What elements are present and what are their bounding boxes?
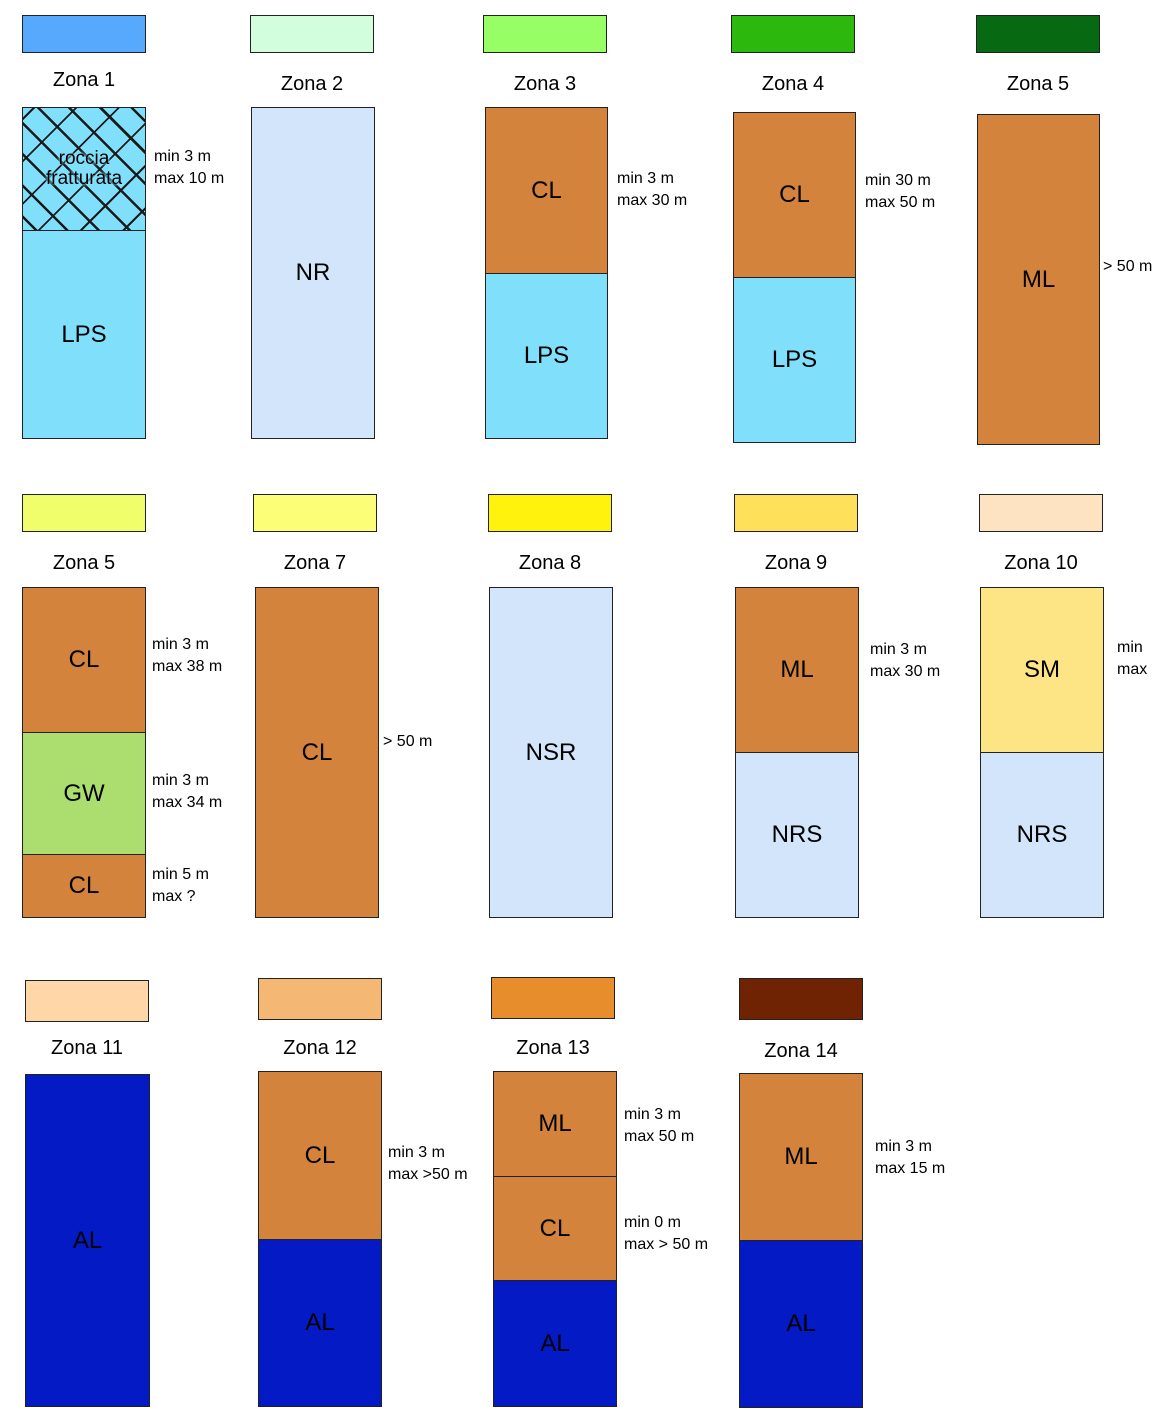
soil-layer-label: LPS [61,320,107,348]
soil-layer-label: GW [63,779,105,807]
soil-layer-label: CL [68,646,100,674]
soil-layer-al: AL [493,1280,617,1407]
soil-layer-nrs: NRS [735,752,859,918]
soil-layer-ml: ML [977,114,1100,445]
soil-layer-gw: GW [22,732,146,855]
soil-layer-cl: CL [255,587,379,918]
zone-title: Zona 14 [764,1040,838,1062]
soil-layer-label: CL [539,1214,571,1242]
soil-layer-ml: ML [493,1071,617,1177]
soil-layer-label: NRS [1016,821,1068,849]
soil-layer-sm: SM [980,587,1104,753]
zone-color-swatch [734,494,858,532]
zone-color-swatch [25,980,149,1022]
soil-layer-ml: ML [735,587,859,753]
soil-layer-label: ML [784,1143,818,1171]
layer-thickness-note: min 30 m max 50 m [865,172,936,211]
soil-layer-cl: CL [485,107,608,274]
zone-title: Zona 4 [761,73,825,95]
zone-title: Zona 5 [1006,73,1070,95]
zone-color-swatch [258,978,382,1020]
soil-layer-label: ML [538,1110,572,1138]
soil-layer-cl: CL [493,1176,617,1281]
soil-layer-label: CL [68,872,100,900]
soil-layer-roccia-fratturata: roccia fratturata [22,107,146,231]
soil-layer-al: AL [258,1239,382,1407]
soil-layer-label: ML [1021,265,1056,293]
soil-layer-label: LPS [771,346,818,374]
soil-layer-nrs: NRS [980,752,1104,918]
layer-thickness-note: min 3 m max 50 m [624,1106,695,1145]
soil-layer-nr: NR [251,107,375,439]
soil-layer-label: LPS [523,342,570,370]
zone-title: Zona 7 [283,552,347,574]
layer-thickness-note: min 3 m max 30 m [870,641,941,680]
zone-title: Zona 5 [52,552,116,574]
zone-color-swatch [22,15,146,53]
layer-thickness-note: min 5 m max ? [152,866,209,905]
layer-thickness-note: min 0 m max > 50 m [624,1214,709,1253]
zone-color-swatch [253,494,377,532]
soil-layer-label: NRS [771,821,823,849]
soil-layer-label: CL [531,176,562,204]
soil-layer-label: CL [304,1141,336,1169]
zone-color-swatch [731,15,855,53]
zone-color-swatch [488,494,612,532]
zone-title: Zona 13 [516,1037,590,1059]
zone-color-swatch [739,978,863,1020]
soil-layer-al: AL [25,1074,150,1407]
zone-title: Zona 12 [283,1037,357,1059]
soil-layer-label: AL [305,1309,335,1337]
layer-thickness-note: min max [1117,639,1148,678]
soil-layer-label: CL [301,738,333,766]
zone-color-swatch [22,494,146,532]
layer-thickness-note: > 50 m [383,733,433,750]
soil-layer-lps: LPS [485,273,608,439]
soil-layer-label: NR [295,259,331,287]
zone-title: Zona 10 [1004,552,1078,574]
soil-layer-label: AL [540,1329,570,1357]
zone-title: Zona 11 [51,1037,123,1059]
layer-thickness-note: min 3 m max 34 m [152,772,223,811]
soil-layer-label: AL [72,1226,103,1254]
soil-layer-lps: LPS [733,277,856,443]
soil-layer-label: ML [780,656,814,684]
soil-layer-nsr: NSR [489,587,613,918]
soil-layer-label: SM [1024,656,1060,684]
soil-layer-label: AL [786,1310,816,1338]
zone-title: Zona 9 [764,552,828,574]
soil-layer-cl: CL [258,1071,382,1240]
layer-thickness-note: min 3 m max 38 m [152,636,223,675]
zone-color-swatch [483,15,607,53]
zone-color-swatch [491,977,615,1019]
soil-layer-label: CL [779,181,810,209]
soil-layer-label: NSR [525,738,577,766]
soil-layer-cl: CL [22,587,146,733]
zone-title: Zona 3 [513,73,577,95]
soil-layer-cl: CL [733,112,856,278]
zone-title: Zona 1 [52,69,116,91]
layer-thickness-note: min 3 m max 15 m [875,1138,946,1177]
soil-layer-cl: CL [22,854,146,918]
zone-color-swatch [979,494,1103,532]
soil-layer-lps: LPS [22,230,146,439]
soil-layer-al: AL [739,1240,863,1408]
zone-title: Zona 2 [280,73,344,95]
layer-thickness-note: > 50 m [1103,258,1153,275]
layer-thickness-note: min 3 m max >50 m [388,1144,468,1183]
layer-thickness-note: min 3 m max 30 m [617,170,688,209]
soil-layer-label: roccia fratturata [45,148,123,189]
zone-title: Zona 8 [518,552,582,574]
soil-layer-ml: ML [739,1073,863,1241]
zone-color-swatch [976,15,1100,53]
layer-thickness-note: min 3 m max 10 m [154,148,225,187]
zone-color-swatch [250,15,374,53]
